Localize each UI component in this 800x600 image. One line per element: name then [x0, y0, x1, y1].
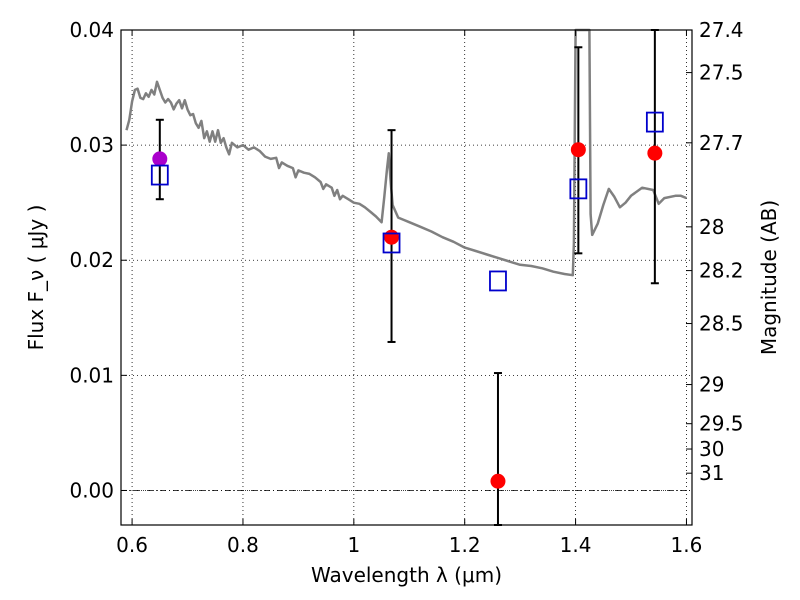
y-axis-label: Flux F_ν ( μJy ) [24, 205, 48, 351]
grid [121, 29, 692, 525]
x-tick-label: 1.4 [560, 533, 592, 557]
x-tick-label: 0.6 [116, 533, 148, 557]
magnitude-tick-label: 27.7 [699, 131, 744, 155]
model-point [150, 164, 169, 186]
error-bars [155, 29, 659, 526]
x-axis-label: Wavelength λ (μm) [311, 563, 502, 587]
magnitude-tick-label: 29 [699, 373, 724, 397]
magnitude-axis-label: Magnitude (AB) [757, 200, 781, 355]
magnitude-tick-label: 29.5 [699, 412, 744, 436]
y-tick-label: 0.02 [69, 248, 114, 272]
ticks [121, 29, 692, 525]
model-point [569, 178, 588, 200]
y-tick-label: 0.04 [69, 18, 114, 42]
tick-labels: 0.6 0.8 1 1.2 1.4 1.6 0.00 0.01 0.02 0.03 0.04 27.4… [69, 18, 743, 557]
y-tick-label: 0.01 [69, 363, 114, 387]
data-markers [150, 111, 664, 489]
model-point [382, 232, 401, 254]
x-tick-label: 0.8 [227, 533, 259, 557]
plot-frame [120, 29, 693, 526]
model-spectrum-line [125, 28, 687, 277]
y-tick-label: 0.03 [69, 133, 114, 157]
x-tick-label: 1.2 [449, 533, 481, 557]
magnitude-tick-label: 30 [699, 437, 724, 461]
magnitude-tick-label: 27.5 [699, 61, 744, 85]
data-point [490, 473, 506, 489]
data-point [384, 229, 400, 245]
x-tick-label: 1 [347, 533, 360, 557]
model-point [645, 111, 664, 133]
data-point [152, 151, 168, 167]
x-tick-label: 1.6 [671, 533, 703, 557]
data-point [647, 145, 663, 161]
data-point [570, 142, 586, 158]
magnitude-tick-label: 31 [699, 461, 724, 485]
magnitude-tick-label: 28.2 [699, 259, 744, 283]
magnitude-tick-label: 27.4 [699, 18, 744, 42]
magnitude-tick-label: 28.5 [699, 312, 744, 336]
y-tick-label: 0.00 [69, 478, 114, 502]
magnitude-tick-label: 28 [699, 215, 724, 239]
model-spectrum [125, 28, 687, 277]
model-point [489, 270, 507, 292]
